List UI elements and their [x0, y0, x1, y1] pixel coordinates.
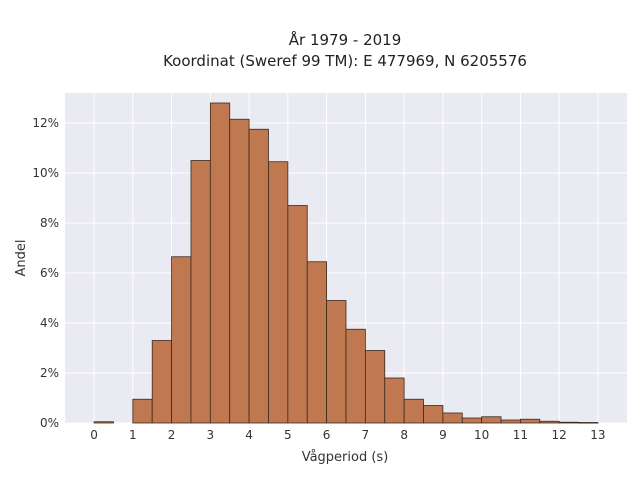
x-tick-label: 0: [90, 428, 98, 442]
y-tick-label: 6%: [40, 266, 59, 280]
chart-title-line-2: Koordinat (Sweref 99 TM): E 477969, N 62…: [163, 52, 527, 70]
histogram-bar: [248, 128, 269, 424]
y-tick-label: 2%: [40, 366, 59, 380]
x-tick-label: 8: [400, 428, 408, 442]
histogram-bar: [461, 417, 483, 424]
histogram-bar: [306, 261, 328, 424]
histogram-bar: [93, 421, 114, 424]
histogram-bar: [190, 160, 211, 424]
x-tick-label: 5: [284, 428, 292, 442]
histogram-bar: [578, 422, 599, 424]
histogram-bar: [364, 350, 386, 424]
x-tick-label: 12: [552, 428, 567, 442]
histogram-bar: [384, 377, 405, 424]
histogram-bar: [345, 328, 366, 424]
y-tick-label: 4%: [40, 316, 59, 330]
x-tick-label: 11: [513, 428, 528, 442]
x-tick-labels: 0 1 2 3 4 5 6 7 8 9 10 11 12 13: [90, 428, 605, 442]
histogram-bar: [151, 340, 172, 424]
y-tick-labels: 0% 2% 4% 6% 8% 10% 12%: [32, 116, 59, 430]
histogram-bar: [558, 421, 579, 424]
histogram-bar: [520, 418, 541, 424]
x-tick-label: 13: [590, 428, 605, 442]
histogram-bar: [500, 419, 521, 424]
y-tick-label: 8%: [40, 216, 59, 230]
histogram-bar: [423, 405, 444, 424]
y-tick-label: 0%: [40, 416, 59, 430]
x-tick-label: 1: [129, 428, 137, 442]
x-tick-label: 2: [168, 428, 176, 442]
histogram-bar: [229, 118, 250, 424]
histogram-bar: [539, 420, 560, 424]
x-tick-label: 3: [207, 428, 215, 442]
histogram-bar: [132, 398, 153, 424]
x-axis-label: Vågperiod (s): [302, 450, 389, 465]
histogram-bar: [171, 256, 192, 424]
histogram-bar: [442, 412, 463, 424]
histogram-bar: [481, 416, 502, 424]
histogram-bar: [209, 102, 231, 424]
x-tick-label: 7: [362, 428, 370, 442]
histogram-bar: [287, 205, 308, 424]
x-tick-label: 10: [474, 428, 489, 442]
histogram-bar: [326, 300, 347, 424]
x-tick-label: 6: [323, 428, 331, 442]
y-axis-label: Andel: [14, 240, 29, 277]
x-tick-label: 4: [245, 428, 253, 442]
histogram-bar: [268, 161, 289, 424]
bars: [93, 102, 599, 424]
x-tick-label: 9: [439, 428, 447, 442]
y-tick-label: 10%: [32, 166, 59, 180]
chart-title-line-1: År 1979 - 2019: [289, 30, 402, 49]
histogram-bar: [403, 398, 424, 424]
y-tick-label: 12%: [32, 116, 59, 130]
